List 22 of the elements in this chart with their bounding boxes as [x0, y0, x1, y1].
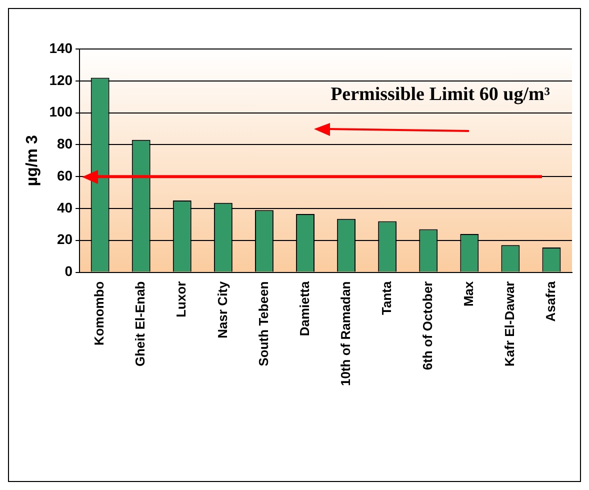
x-tick-label: Komombo	[92, 281, 107, 346]
x-tick-label: Nasr City	[214, 280, 230, 338]
x-tick-label: Damietta	[296, 280, 312, 336]
y-tick-label: 80	[56, 136, 73, 152]
x-tick-label: South Tebeen	[256, 281, 271, 366]
y-tick-label: 100	[49, 104, 73, 120]
y-tick-label: 0	[64, 263, 73, 280]
x-tick-label: Tanta	[378, 280, 394, 315]
y-tick-label: 140	[49, 40, 73, 56]
y-tick-label: 20	[56, 231, 73, 248]
x-tick-label: Asafra	[543, 280, 558, 322]
x-tick-label: Max	[460, 280, 476, 307]
annotation: Permissible Limit 60 ug/m³	[330, 84, 550, 106]
y-tick-label: 60	[56, 167, 73, 184]
y-tick-label: 120	[49, 72, 73, 88]
x-tick-label: 10th of Ramadan	[338, 281, 353, 386]
x-tick-label: 6th of October	[420, 281, 435, 370]
y-tick-label: 40	[56, 199, 73, 216]
x-tick-label: Kafr El-Dawar	[502, 281, 518, 367]
y-axis-title: µg/m 3	[24, 135, 42, 186]
x-tick-label: Gheit El-Enab	[132, 281, 148, 366]
x-tick-label: Luxor	[174, 281, 189, 318]
